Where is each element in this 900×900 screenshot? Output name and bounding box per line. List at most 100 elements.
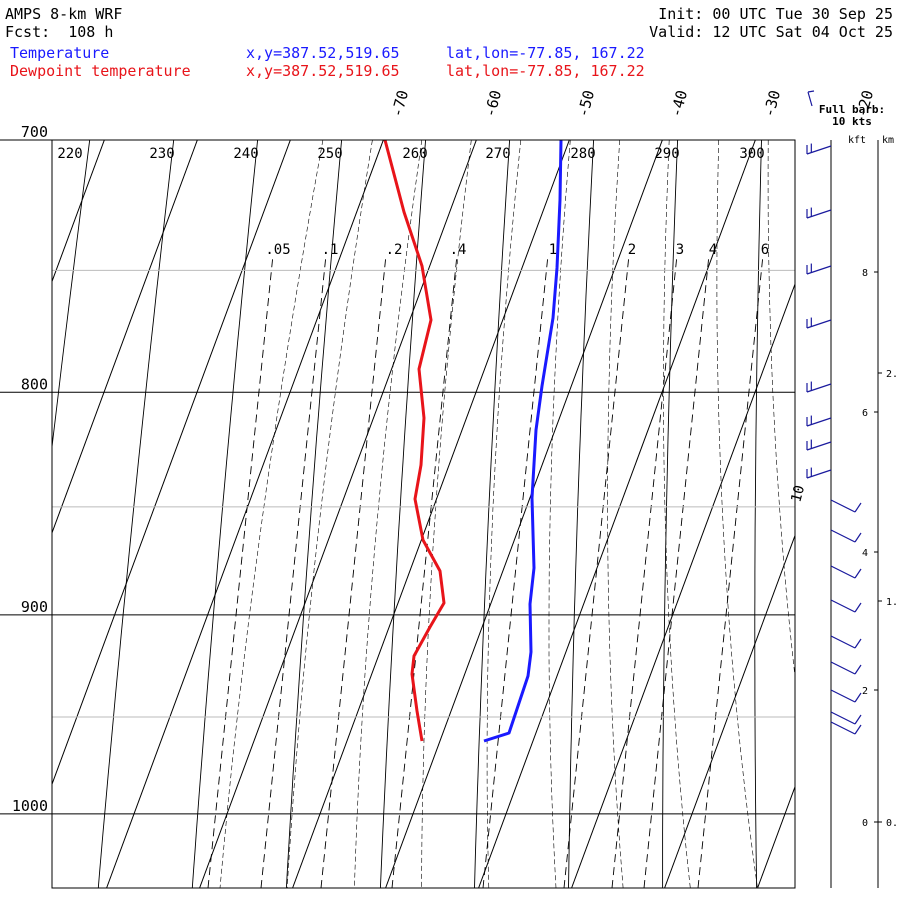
isotherm-line (757, 785, 795, 888)
wind-barb-staff (806, 209, 832, 219)
annotation-10: 10 (788, 484, 808, 504)
wind-barb-column (806, 90, 862, 888)
dry-adiabat-line (568, 140, 595, 888)
wind-barb-staff (830, 721, 856, 735)
wind-barb-staff (830, 599, 856, 613)
moist-adiabat-line (486, 140, 522, 888)
wind-barb-flag (854, 664, 862, 675)
pressure-tick-label: 700 (21, 123, 48, 141)
wind-barb (830, 711, 862, 725)
mixing-ratio-line (320, 254, 387, 888)
dewpoint-trace (383, 140, 446, 742)
wind-barb-staff (830, 711, 856, 725)
mixing-ratio-line (482, 254, 549, 888)
moist-adiabat-line (716, 140, 758, 888)
wind-barb-staff (830, 661, 856, 675)
mixing-ratio-line (563, 254, 630, 888)
dry-adiabat-line (285, 140, 343, 888)
dry-adiabat-line (0, 140, 6, 888)
temperature-tick-label: -40 (667, 88, 691, 119)
wind-barb-staff (806, 265, 832, 275)
wind-barb (830, 721, 862, 735)
theta-labels: 220 230 240 250 260 270 280 290 300 (57, 146, 764, 162)
mixing-ratio-label: .2 (386, 242, 403, 258)
km-tick-label: 2. (886, 369, 898, 380)
legend-temperature-label: Temperature (10, 44, 110, 62)
wind-barb (806, 263, 832, 275)
wind-barb-staff (806, 319, 832, 329)
temperature-tick-label: -60 (481, 88, 505, 119)
forecast-hour: Fcst: 108 h (5, 23, 114, 41)
isotherm-line (52, 140, 105, 283)
dry-adiabat-line (662, 140, 679, 888)
theta-label: 240 (233, 146, 258, 162)
theta-label: 300 (739, 146, 764, 162)
mixing-ratio-line (697, 254, 764, 888)
moist-adiabat-line (421, 140, 472, 888)
wind-barb-staff (806, 417, 832, 427)
wind-barb (806, 381, 832, 393)
moist-adiabat-line (867, 140, 900, 888)
wind-barb (806, 439, 832, 451)
mixing-ratio-label: .4 (450, 242, 467, 258)
mixing-ratio-line (643, 254, 710, 888)
pressure-tick-label: 1000 (12, 797, 48, 815)
isotherm-line (0, 140, 11, 888)
wind-barb (830, 689, 862, 703)
barb-key-icon (807, 90, 815, 107)
wind-barb (830, 661, 862, 675)
init-time: Init: 00 UTC Tue 30 Sep 25 (658, 5, 893, 23)
isotherm-line (478, 140, 756, 888)
mixing-ratio-line (260, 254, 327, 888)
plot-frame (51, 139, 796, 889)
theta-label: 230 (149, 146, 174, 162)
wind-barb-staff (830, 635, 856, 649)
mixing-ratio-label: 3 (676, 242, 684, 258)
mixing-ratio-line (207, 254, 274, 888)
wind-barb (830, 599, 862, 613)
wind-barb (830, 529, 862, 543)
wind-barb-staff (806, 145, 832, 155)
sounding-traces (383, 140, 563, 743)
legend-dewpoint-xy: x,y=387.52,519.65 (246, 62, 400, 80)
wind-barb-staff (806, 469, 832, 479)
wind-barb-flag (854, 532, 862, 543)
wind-barb-staff (806, 441, 832, 451)
dry-adiabat-line (97, 140, 175, 888)
legend-dewpoint-label: Dewpoint temperature (10, 62, 191, 80)
temperature-tick-label: -70 (388, 88, 412, 119)
temperature-tick-label: -30 (760, 88, 784, 119)
kft-tick-label: 4 (862, 548, 868, 559)
wind-barb-flag (854, 568, 862, 579)
barb-note-line1: Full barb: (819, 103, 885, 116)
skew-t-grid (0, 140, 900, 888)
height-axis: 8 6 4 2 0 2. 1. 0. (862, 140, 898, 888)
mixing-ratio-label: 6 (761, 242, 769, 258)
moist-adiabat-line (548, 140, 571, 888)
wind-barb-flag (854, 714, 862, 725)
wind-barb-flag (854, 638, 862, 649)
wind-barb-staff (830, 565, 856, 579)
isotherm-line (52, 140, 198, 535)
dry-adiabat-line (191, 140, 259, 888)
wind-barb-staff (830, 499, 856, 513)
mixing-ratio-line (391, 254, 458, 888)
wind-barb-staff (830, 529, 856, 543)
dry-adiabat-line (474, 140, 511, 888)
wind-barb-staff (830, 689, 856, 703)
dry-adiabat-line (844, 140, 851, 888)
isotherm-line (199, 140, 477, 888)
model-title: AMPS 8-km WRF (5, 5, 123, 23)
moist-adiabat-line (219, 140, 324, 888)
isotherm-line (106, 140, 384, 888)
wind-barb (806, 317, 832, 329)
moist-adiabat-line (607, 140, 624, 888)
moist-adiabat-line (663, 140, 691, 888)
wind-barb-flag (854, 724, 862, 735)
wind-barb (806, 143, 832, 155)
kft-tick-label: 0 (862, 818, 868, 829)
mixing-ratio-label: 4 (709, 242, 717, 258)
wind-barb (830, 499, 862, 513)
isotherm-line (292, 140, 570, 888)
isotherm-line (571, 282, 795, 888)
